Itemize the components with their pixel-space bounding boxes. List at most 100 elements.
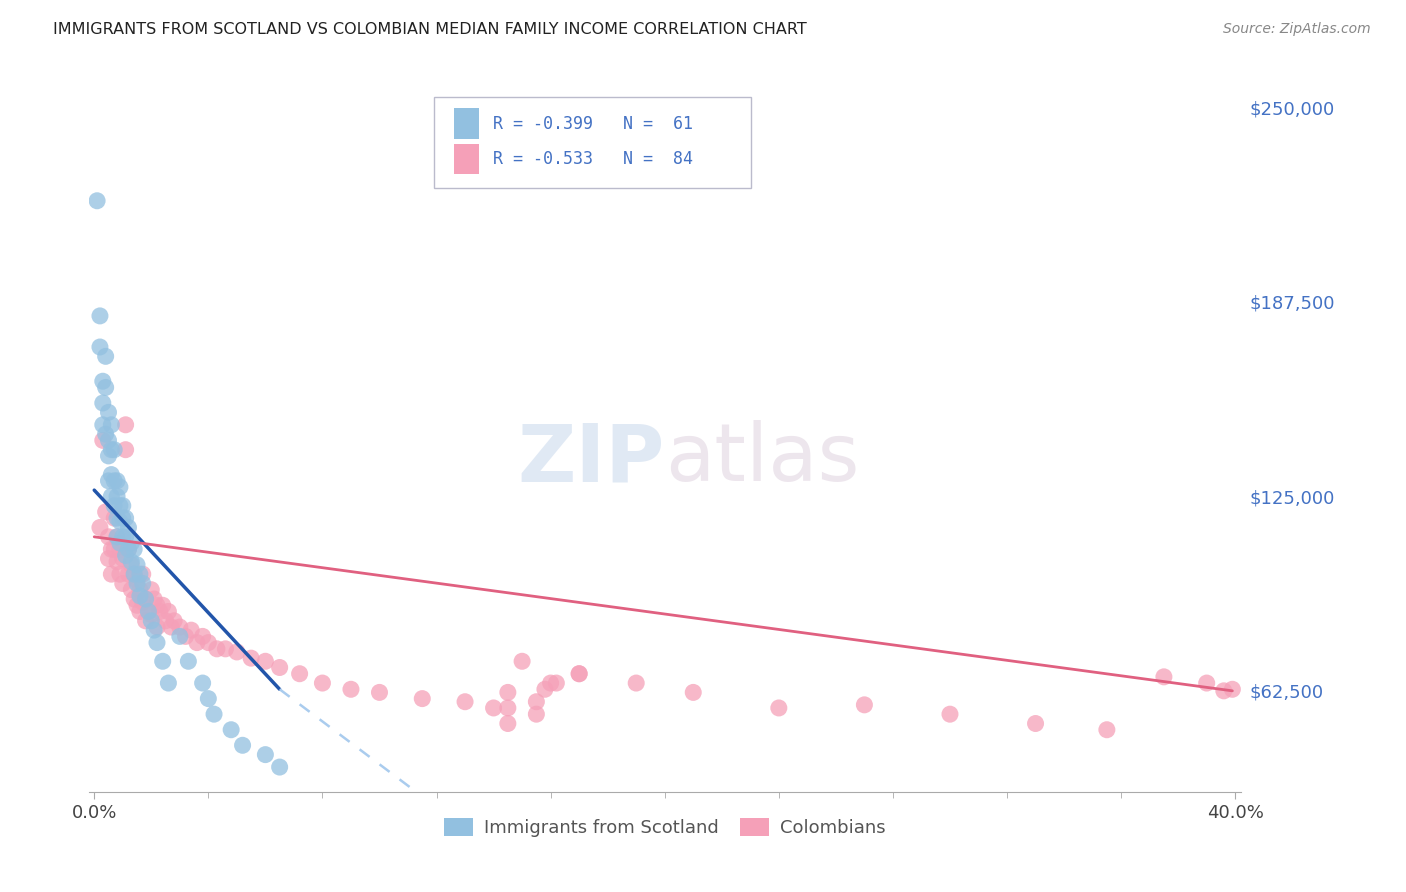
Point bbox=[103, 542, 125, 557]
Point bbox=[91, 417, 114, 432]
Point bbox=[568, 666, 591, 681]
Point bbox=[191, 629, 214, 643]
Point bbox=[546, 676, 568, 690]
Point bbox=[149, 605, 172, 619]
Point bbox=[103, 442, 125, 457]
Point bbox=[89, 309, 111, 323]
Point bbox=[111, 551, 134, 566]
Point bbox=[117, 542, 139, 557]
Text: R = -0.399   N =  61: R = -0.399 N = 61 bbox=[494, 114, 693, 133]
Point bbox=[186, 635, 208, 649]
Text: R = -0.533   N =  84: R = -0.533 N = 84 bbox=[494, 150, 693, 168]
FancyBboxPatch shape bbox=[434, 97, 751, 188]
Point bbox=[100, 442, 122, 457]
Point bbox=[524, 707, 547, 722]
Point bbox=[340, 682, 363, 697]
Point bbox=[534, 682, 557, 697]
Point bbox=[89, 520, 111, 534]
Point bbox=[1095, 723, 1118, 737]
Point bbox=[94, 349, 117, 363]
Point bbox=[146, 635, 169, 649]
Point bbox=[100, 489, 122, 503]
Point bbox=[135, 592, 157, 607]
Point bbox=[105, 555, 128, 569]
Point bbox=[197, 691, 219, 706]
Point bbox=[939, 707, 962, 722]
Point bbox=[114, 549, 136, 563]
Point bbox=[454, 695, 477, 709]
Bar bbox=[454, 108, 479, 138]
Point bbox=[232, 739, 254, 753]
Point bbox=[91, 396, 114, 410]
Point bbox=[157, 605, 180, 619]
Point bbox=[132, 567, 155, 582]
Point bbox=[97, 530, 120, 544]
Point bbox=[105, 530, 128, 544]
Point bbox=[157, 676, 180, 690]
Point bbox=[103, 511, 125, 525]
Point bbox=[682, 685, 704, 699]
Point bbox=[122, 542, 145, 557]
Point bbox=[94, 380, 117, 394]
Point bbox=[122, 592, 145, 607]
Point bbox=[1153, 670, 1175, 684]
Point bbox=[1195, 676, 1218, 690]
Point bbox=[105, 530, 128, 544]
Point bbox=[122, 567, 145, 582]
Point bbox=[160, 620, 183, 634]
Point bbox=[108, 542, 131, 557]
Point bbox=[111, 511, 134, 525]
Point bbox=[125, 558, 148, 572]
Point bbox=[117, 542, 139, 557]
Point bbox=[214, 641, 236, 656]
Point bbox=[496, 701, 519, 715]
Point bbox=[169, 629, 191, 643]
Point bbox=[97, 449, 120, 463]
Point bbox=[143, 592, 166, 607]
Point bbox=[138, 605, 160, 619]
Text: ZIP: ZIP bbox=[517, 420, 665, 498]
Point bbox=[540, 676, 562, 690]
Point bbox=[205, 641, 228, 656]
Point bbox=[105, 474, 128, 488]
Point bbox=[105, 489, 128, 503]
Point bbox=[180, 623, 202, 637]
Point bbox=[482, 701, 505, 715]
Point bbox=[496, 716, 519, 731]
Point bbox=[120, 555, 142, 569]
Point bbox=[152, 599, 174, 613]
Point bbox=[108, 567, 131, 582]
Point bbox=[138, 605, 160, 619]
Bar bbox=[454, 144, 479, 174]
Point bbox=[114, 442, 136, 457]
Point bbox=[125, 576, 148, 591]
Point bbox=[94, 505, 117, 519]
Point bbox=[103, 499, 125, 513]
Point bbox=[197, 635, 219, 649]
Point bbox=[128, 567, 150, 582]
Point bbox=[146, 599, 169, 613]
Legend: Immigrants from Scotland, Colombians: Immigrants from Scotland, Colombians bbox=[437, 811, 893, 845]
Point bbox=[91, 374, 114, 388]
Point bbox=[1025, 716, 1047, 731]
Point bbox=[111, 499, 134, 513]
Point bbox=[132, 595, 155, 609]
Text: IMMIGRANTS FROM SCOTLAND VS COLOMBIAN MEDIAN FAMILY INCOME CORRELATION CHART: IMMIGRANTS FROM SCOTLAND VS COLOMBIAN ME… bbox=[53, 22, 807, 37]
Point bbox=[100, 542, 122, 557]
Point bbox=[86, 194, 108, 208]
Point bbox=[191, 676, 214, 690]
Point bbox=[108, 536, 131, 550]
Point bbox=[97, 405, 120, 419]
Point bbox=[103, 474, 125, 488]
Point bbox=[132, 576, 155, 591]
Point bbox=[177, 654, 200, 668]
Point bbox=[240, 651, 263, 665]
Point bbox=[122, 567, 145, 582]
Text: atlas: atlas bbox=[665, 420, 859, 498]
Point bbox=[1212, 683, 1234, 698]
Point bbox=[524, 695, 547, 709]
Point bbox=[496, 685, 519, 699]
Point bbox=[768, 701, 790, 715]
Point bbox=[146, 620, 169, 634]
Point bbox=[174, 629, 197, 643]
